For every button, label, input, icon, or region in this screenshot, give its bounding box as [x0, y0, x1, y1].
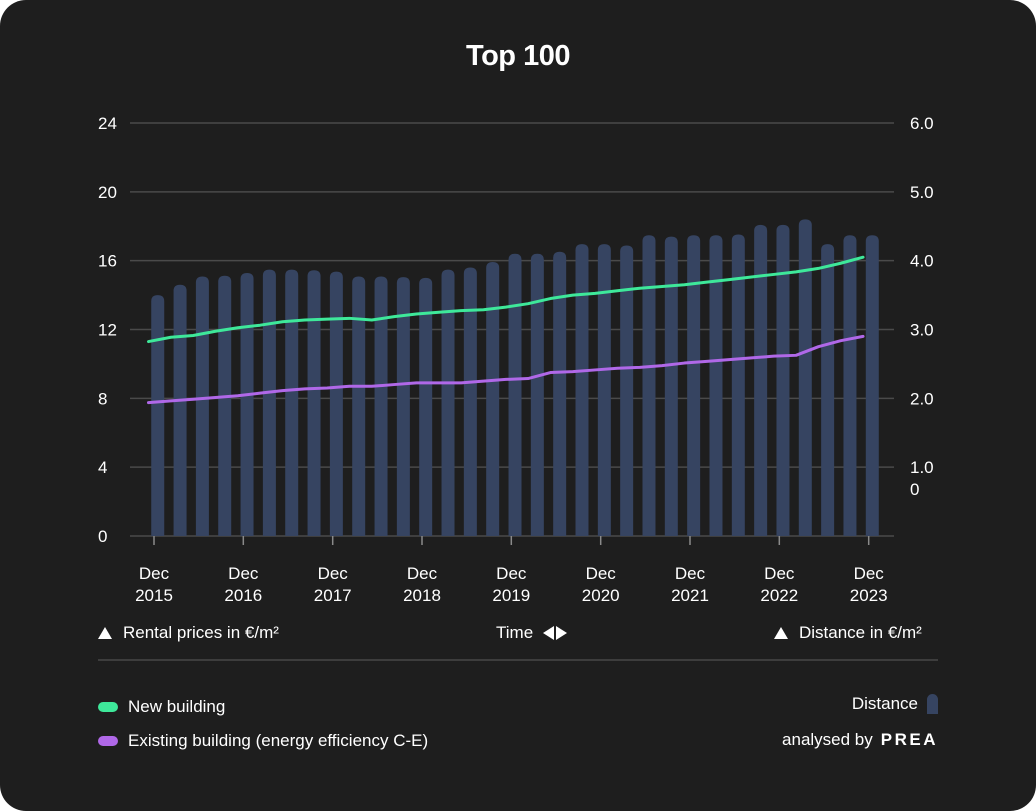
y-axis-left: 0 4 8 12 16 20 24 [98, 114, 117, 546]
x-tick-label-year: 2019 [492, 586, 530, 605]
distance-bar [865, 235, 879, 536]
series-line-new-building [147, 255, 865, 344]
distance-bar [396, 277, 410, 536]
x-tick-label-year: 2017 [314, 586, 352, 605]
x-axis-title[interactable]: Time [496, 623, 568, 643]
legend-new-building[interactable]: New building [98, 697, 225, 717]
y-left-tick-label: 24 [98, 114, 117, 133]
y-right-tick-label: 4.0 [910, 252, 934, 271]
distance-bar [195, 276, 209, 536]
distance-bar [240, 273, 254, 536]
distance-bar [821, 244, 835, 536]
legend-swatch-existing-building [98, 736, 118, 746]
distance-bar [173, 284, 187, 536]
distance-bar [307, 270, 321, 536]
y-left-tick-label: 12 [98, 321, 117, 340]
distance-bar [620, 245, 634, 537]
sort-up-icon [98, 627, 112, 639]
legend-label-existing-building: Existing building (energy efficiency C-E… [128, 731, 429, 750]
x-tick-label-month: Dec [764, 564, 795, 583]
y-right-tick-label: 1.0 [910, 458, 934, 477]
sort-up-icon [774, 627, 788, 639]
distance-bar [508, 253, 522, 537]
distance-bar [218, 275, 232, 536]
distance-bar [285, 269, 299, 536]
x-tick-label-month: Dec [228, 564, 259, 583]
distance-bar [709, 235, 723, 536]
distance-bar [151, 295, 165, 536]
x-tick-label-year: 2023 [850, 586, 888, 605]
distance-bar [374, 276, 388, 536]
distance-bar [687, 235, 701, 536]
distance-bar [262, 269, 276, 536]
legend-swatch-new-building [98, 702, 118, 712]
x-tick-label-year: 2018 [403, 586, 441, 605]
y-left-axis-title[interactable]: Rental prices in €/m² [98, 623, 279, 643]
distance-bar [731, 234, 745, 536]
x-tick-label-year: 2022 [760, 586, 798, 605]
x-tick-label-month: Dec [496, 564, 527, 583]
distance-bar [776, 224, 790, 536]
x-tick-label-year: 2016 [224, 586, 262, 605]
prea-logo: PREA [880, 730, 938, 749]
y-left-tick-label: 4 [98, 458, 107, 477]
x-tick-label-year: 2015 [135, 586, 173, 605]
x-tick-label-month: Dec [407, 564, 438, 583]
distance-bar [553, 251, 567, 537]
credit: analysed by PREA [782, 730, 938, 750]
y-left-tick-label: 16 [98, 252, 117, 271]
y-right-axis-title-text: Distance in €/m² [799, 623, 922, 642]
x-tick-label-year: 2020 [582, 586, 620, 605]
y-right-tick-label: 3.0 [910, 321, 934, 340]
y-right-tick-label: 6.0 [910, 114, 934, 133]
legend-swatch-distance [927, 694, 938, 714]
distance-bar [329, 271, 343, 536]
y-left-tick-label: 20 [98, 183, 117, 202]
distance-bar [597, 244, 611, 536]
y-right-tick-label: 5.0 [910, 183, 934, 202]
x-tick-label-month: Dec [854, 564, 885, 583]
distance-bar [530, 253, 544, 537]
legend-distance[interactable]: Distance [852, 694, 938, 714]
credit-prefix: analysed by [782, 730, 873, 749]
distance-bar [352, 276, 366, 536]
series-line-existing-building [147, 334, 865, 405]
distance-bar [441, 269, 455, 536]
distance-bar [843, 235, 857, 536]
distance-bar [419, 277, 433, 536]
distance-bar [754, 224, 768, 536]
x-tick-label-year: 2021 [671, 586, 709, 605]
divider [98, 659, 938, 661]
y-right-tick-label: 0 [910, 480, 919, 499]
distance-bars [151, 219, 879, 537]
x-axis-title-text: Time [496, 623, 534, 642]
distance-bar [486, 262, 500, 536]
y-left-tick-label: 0 [98, 527, 107, 546]
x-tick-label-month: Dec [675, 564, 706, 583]
y-right-axis-title[interactable]: Distance in €/m² [774, 623, 922, 643]
y-right-tick-label: 2.0 [910, 389, 934, 408]
legend-label-distance: Distance [851, 694, 918, 713]
legend-existing-building[interactable]: Existing building (energy efficiency C-E… [98, 731, 428, 751]
arrow-right-icon[interactable] [556, 626, 568, 640]
x-tick-label-month: Dec [139, 564, 170, 583]
y-left-tick-label: 8 [98, 389, 107, 408]
y-axis-right: 6.0 5.0 4.0 3.0 2.0 1.0 0 [910, 114, 934, 499]
x-tick-label-month: Dec [586, 564, 617, 583]
distance-bar [642, 235, 656, 536]
y-left-axis-title-text: Rental prices in €/m² [123, 623, 279, 642]
chart-title: Top 100 [466, 40, 570, 72]
series-lines [147, 255, 865, 405]
x-axis: Dec 2015 Dec 2016 Dec 2017 Dec 2018 Dec 2019 Dec 20… [135, 536, 888, 605]
distance-bar [575, 244, 589, 536]
x-tick-label-month: Dec [318, 564, 349, 583]
distance-bar [798, 219, 812, 536]
arrow-left-icon[interactable] [543, 626, 555, 640]
legend-label-new-building: New building [128, 697, 226, 716]
distance-bar [463, 267, 477, 536]
distance-bar [664, 236, 678, 536]
